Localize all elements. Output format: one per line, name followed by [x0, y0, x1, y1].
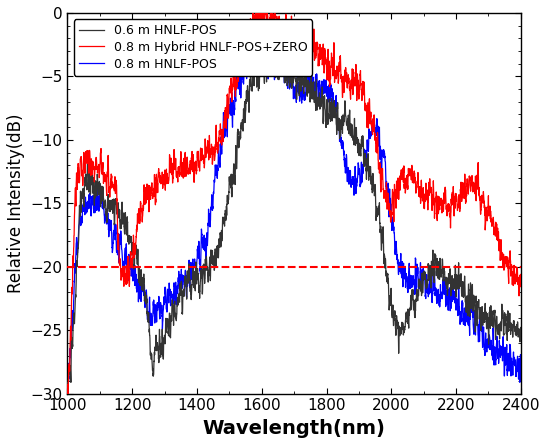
0.8 m HNLF-POS	[517, 370, 524, 375]
0.8 m HNLF-POS	[269, 59, 276, 64]
Line: 0.8 m Hybrid HNLF-POS+ZERO: 0.8 m Hybrid HNLF-POS+ZERO	[67, 7, 521, 394]
0.8 m Hybrid HNLF-POS+ZERO	[269, 19, 276, 24]
0.8 m HNLF-POS	[438, 289, 444, 295]
0.8 m HNLF-POS	[422, 275, 428, 280]
0.6 m HNLF-POS	[269, 40, 275, 46]
0.6 m HNLF-POS	[515, 332, 521, 337]
Line: 0.8 m HNLF-POS: 0.8 m HNLF-POS	[67, 26, 521, 392]
0.8 m Hybrid HNLF-POS+ZERO	[254, 4, 261, 9]
Y-axis label: Relative Intensity(dB): Relative Intensity(dB)	[7, 113, 25, 293]
0.8 m Hybrid HNLF-POS+ZERO	[339, 78, 345, 84]
0.6 m HNLF-POS	[422, 273, 428, 278]
0.8 m HNLF-POS	[233, 77, 240, 82]
0.8 m Hybrid HNLF-POS+ZERO	[233, 87, 240, 93]
0.6 m HNLF-POS	[64, 380, 71, 385]
0.8 m HNLF-POS	[64, 389, 71, 395]
0.6 m HNLF-POS	[269, 43, 276, 49]
Legend: 0.6 m HNLF-POS, 0.8 m Hybrid HNLF-POS+ZERO, 0.8 m HNLF-POS: 0.6 m HNLF-POS, 0.8 m Hybrid HNLF-POS+ZE…	[74, 19, 312, 76]
0.8 m Hybrid HNLF-POS+ZERO	[515, 282, 521, 287]
0.6 m HNLF-POS	[517, 330, 524, 335]
0.8 m Hybrid HNLF-POS+ZERO	[517, 281, 524, 286]
0.8 m Hybrid HNLF-POS+ZERO	[438, 202, 444, 208]
0.6 m HNLF-POS	[339, 121, 345, 126]
0.8 m Hybrid HNLF-POS+ZERO	[64, 387, 71, 392]
0.8 m Hybrid HNLF-POS+ZERO	[422, 195, 428, 201]
0.6 m HNLF-POS	[438, 268, 444, 274]
0.8 m HNLF-POS	[515, 369, 521, 374]
X-axis label: Wavelength(nm): Wavelength(nm)	[203, 419, 386, 438]
0.6 m HNLF-POS	[65, 388, 72, 393]
0.6 m HNLF-POS	[233, 161, 240, 166]
Line: 0.6 m HNLF-POS: 0.6 m HNLF-POS	[67, 43, 521, 391]
0.8 m HNLF-POS	[339, 146, 345, 151]
0.8 m Hybrid HNLF-POS+ZERO	[65, 391, 71, 396]
0.8 m HNLF-POS	[267, 24, 274, 29]
0.8 m HNLF-POS	[65, 390, 71, 395]
